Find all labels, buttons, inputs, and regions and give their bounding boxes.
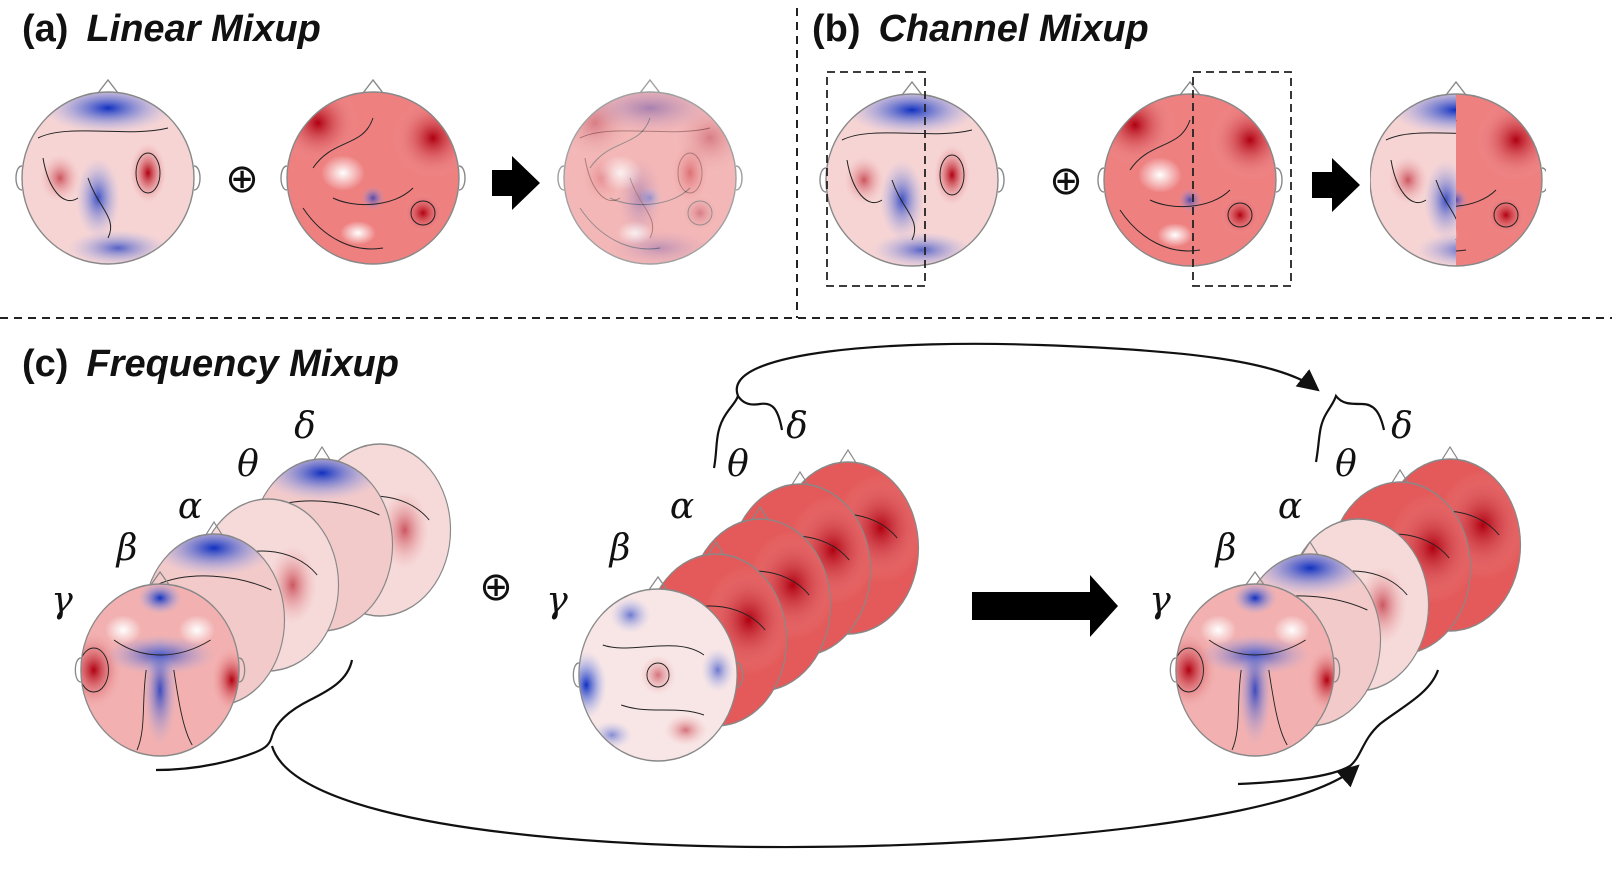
stack-3-label-gamma: γ [1149,580,1171,621]
panel-c-arrow-right-icon [972,575,1118,637]
stack-1-label-delta: δ [294,406,316,447]
stack-1-label-beta: β [115,528,138,569]
bottom-brace-icon [155,659,354,772]
stack-3-label-beta: β [1214,528,1237,569]
panel-a-title: (a) Linear Mixup [22,8,321,51]
panel-c-name: Frequency Mixup [86,343,399,385]
stack-2-label-theta: θ [727,444,749,485]
stack-1-label-theta: θ [237,444,259,485]
panel-a-tag: (a) [22,8,69,50]
panel-c-stack-2 [566,450,926,761]
panel-a-topomap-mixed [555,80,750,266]
bottom-curve-arrow [270,745,1360,849]
stack-2-label-gamma: γ [546,580,568,621]
stack-1-label-alpha: α [178,486,202,527]
stack-3-label-theta: θ [1335,444,1357,485]
panel-b-topomap-mixed [1361,82,1556,268]
stack-2-label-alpha: α [670,486,694,527]
panel-c-oplus-icon: ⊕ [479,564,513,610]
panel-b-topomap-1 [820,82,1004,268]
stack-3-label-alpha: α [1278,486,1302,527]
panel-b-tag: (b) [812,8,861,50]
top-curve-arrow [735,342,1320,397]
panel-b-title: (b) Channel Mixup [812,8,1149,51]
stack-3-label-delta: δ [1391,406,1413,447]
panel-a-oplus-icon: ⊕ [225,156,259,202]
panel-c-stack-3 [1161,447,1528,756]
panel-b-arrow-right-icon [1312,158,1360,212]
stack-2-label-beta: β [608,528,631,569]
bottom-right-brace-icon [1237,669,1440,786]
stack-1-label-gamma: γ [51,580,73,621]
stack-2-label-delta: δ [786,406,808,447]
panel-a-arrow-right-icon [492,156,540,210]
panel-c-title: (c) Frequency Mixup [22,343,399,386]
top-right-brace-icon [1314,393,1386,463]
panel-c-stack-1 [66,444,450,756]
panel-b-name: Channel Mixup [878,8,1149,50]
panel-a-topomap-2 [278,80,473,264]
panel-b-oplus-icon: ⊕ [1049,158,1083,204]
panel-a-topomap-1 [16,80,200,266]
panel-c-tag: (c) [22,343,69,385]
panel-a-name: Linear Mixup [86,8,321,50]
